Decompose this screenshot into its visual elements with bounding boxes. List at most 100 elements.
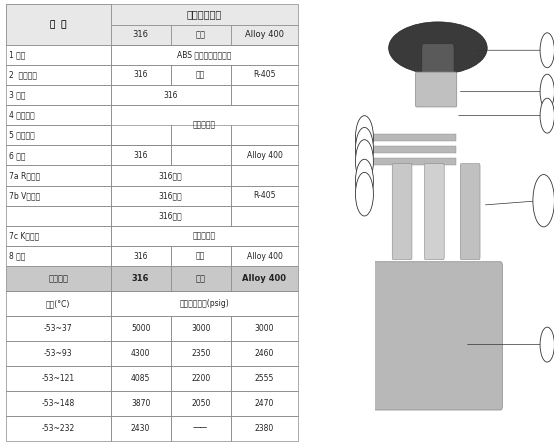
Bar <box>231 266 298 291</box>
Bar <box>111 44 298 65</box>
Bar <box>111 291 298 316</box>
Bar <box>366 158 456 165</box>
Text: 2050: 2050 <box>191 399 211 408</box>
Bar <box>171 125 231 146</box>
Circle shape <box>356 172 374 216</box>
Bar <box>6 206 111 226</box>
Text: 聚四氟乙烯: 聚四氟乙烯 <box>193 121 216 129</box>
Circle shape <box>356 159 374 203</box>
FancyBboxPatch shape <box>416 72 457 107</box>
Bar <box>366 134 456 141</box>
Bar <box>6 4 111 45</box>
Text: 4085: 4085 <box>131 374 150 383</box>
Text: 4: 4 <box>362 145 367 154</box>
Bar <box>111 24 171 44</box>
Bar <box>231 416 298 441</box>
Text: Alloy 400: Alloy 400 <box>245 30 284 39</box>
Bar <box>6 146 111 166</box>
FancyBboxPatch shape <box>424 164 444 259</box>
Bar <box>171 146 231 166</box>
Text: -53~37: -53~37 <box>44 324 72 333</box>
Bar <box>231 125 298 146</box>
Bar <box>6 226 111 246</box>
Text: 1: 1 <box>545 46 549 55</box>
Bar <box>6 391 111 416</box>
Circle shape <box>533 174 554 227</box>
Text: 5000: 5000 <box>131 324 151 333</box>
Text: R-405: R-405 <box>253 70 276 79</box>
Text: 7a: 7a <box>361 178 368 184</box>
Circle shape <box>540 74 554 109</box>
Bar <box>231 65 298 85</box>
Bar <box>6 316 111 341</box>
Text: 316镀铬: 316镀铬 <box>159 191 183 200</box>
Text: 316: 316 <box>133 70 148 79</box>
Text: R-405: R-405 <box>253 191 276 200</box>
Text: ——: —— <box>193 424 208 433</box>
Bar <box>231 146 298 166</box>
Text: 2: 2 <box>545 87 549 96</box>
Bar <box>231 366 298 391</box>
Bar <box>171 341 231 366</box>
Text: 温度(°C): 温度(°C) <box>46 299 71 308</box>
Text: 3000: 3000 <box>255 324 274 333</box>
Text: 黄铜: 黄铜 <box>195 274 206 283</box>
Bar <box>231 341 298 366</box>
Text: 1 手柄: 1 手柄 <box>10 50 26 59</box>
Text: Alloy 400: Alloy 400 <box>242 274 287 283</box>
Bar <box>111 146 171 166</box>
Bar <box>6 166 111 186</box>
Bar <box>231 246 298 266</box>
Bar <box>231 206 298 226</box>
Text: 2430: 2430 <box>131 424 150 433</box>
Text: 3000: 3000 <box>191 324 211 333</box>
Text: 2470: 2470 <box>255 399 274 408</box>
Text: ABS 固料（黄铜内套）: ABS 固料（黄铜内套） <box>178 50 232 59</box>
Text: 2200: 2200 <box>191 374 211 383</box>
Bar <box>111 266 171 291</box>
FancyBboxPatch shape <box>422 44 454 83</box>
Text: 316: 316 <box>164 90 178 100</box>
Text: 2350: 2350 <box>191 349 211 358</box>
Text: 4 上密封垫: 4 上密封垫 <box>10 111 35 120</box>
Bar <box>111 391 171 416</box>
Bar <box>231 186 298 206</box>
Text: 5 下密封垫: 5 下密封垫 <box>10 131 35 140</box>
Bar <box>171 316 231 341</box>
Text: 7b V型阀杆: 7b V型阀杆 <box>10 191 41 200</box>
Text: -53~121: -53~121 <box>41 374 74 383</box>
Circle shape <box>540 327 554 362</box>
Text: 316: 316 <box>133 30 148 39</box>
Bar <box>171 65 231 85</box>
Bar <box>111 4 298 24</box>
Text: 7c: 7c <box>361 192 368 197</box>
Bar <box>6 366 111 391</box>
Bar <box>6 266 111 291</box>
Text: -53~93: -53~93 <box>44 349 72 358</box>
Ellipse shape <box>389 22 487 74</box>
Text: 针阀母体材料: 针阀母体材料 <box>187 9 222 20</box>
Text: 黄铜: 黄铜 <box>195 30 206 39</box>
Bar <box>6 105 111 125</box>
Text: 零  件: 零 件 <box>50 20 67 29</box>
Text: 316镀铬: 316镀铬 <box>159 171 183 180</box>
Text: 3: 3 <box>362 133 367 142</box>
Text: 2460: 2460 <box>255 349 274 358</box>
Bar <box>111 226 298 246</box>
Bar <box>6 186 111 206</box>
Text: 8 阀体: 8 阀体 <box>10 251 26 260</box>
Bar <box>111 186 231 206</box>
Text: 4300: 4300 <box>131 349 151 358</box>
Bar <box>6 125 111 146</box>
Bar <box>6 341 111 366</box>
Bar <box>111 85 231 105</box>
Text: -53~148: -53~148 <box>41 399 74 408</box>
Text: 7b: 7b <box>539 198 548 204</box>
Text: 3 垫圈: 3 垫圈 <box>10 90 26 100</box>
Bar <box>231 166 298 186</box>
Bar <box>111 206 231 226</box>
Bar <box>231 85 298 105</box>
Text: 黄铜: 黄铜 <box>196 70 206 79</box>
Text: 7c K型阀杆: 7c K型阀杆 <box>10 231 40 240</box>
Text: 最大使用压力(psig): 最大使用压力(psig) <box>180 299 230 308</box>
